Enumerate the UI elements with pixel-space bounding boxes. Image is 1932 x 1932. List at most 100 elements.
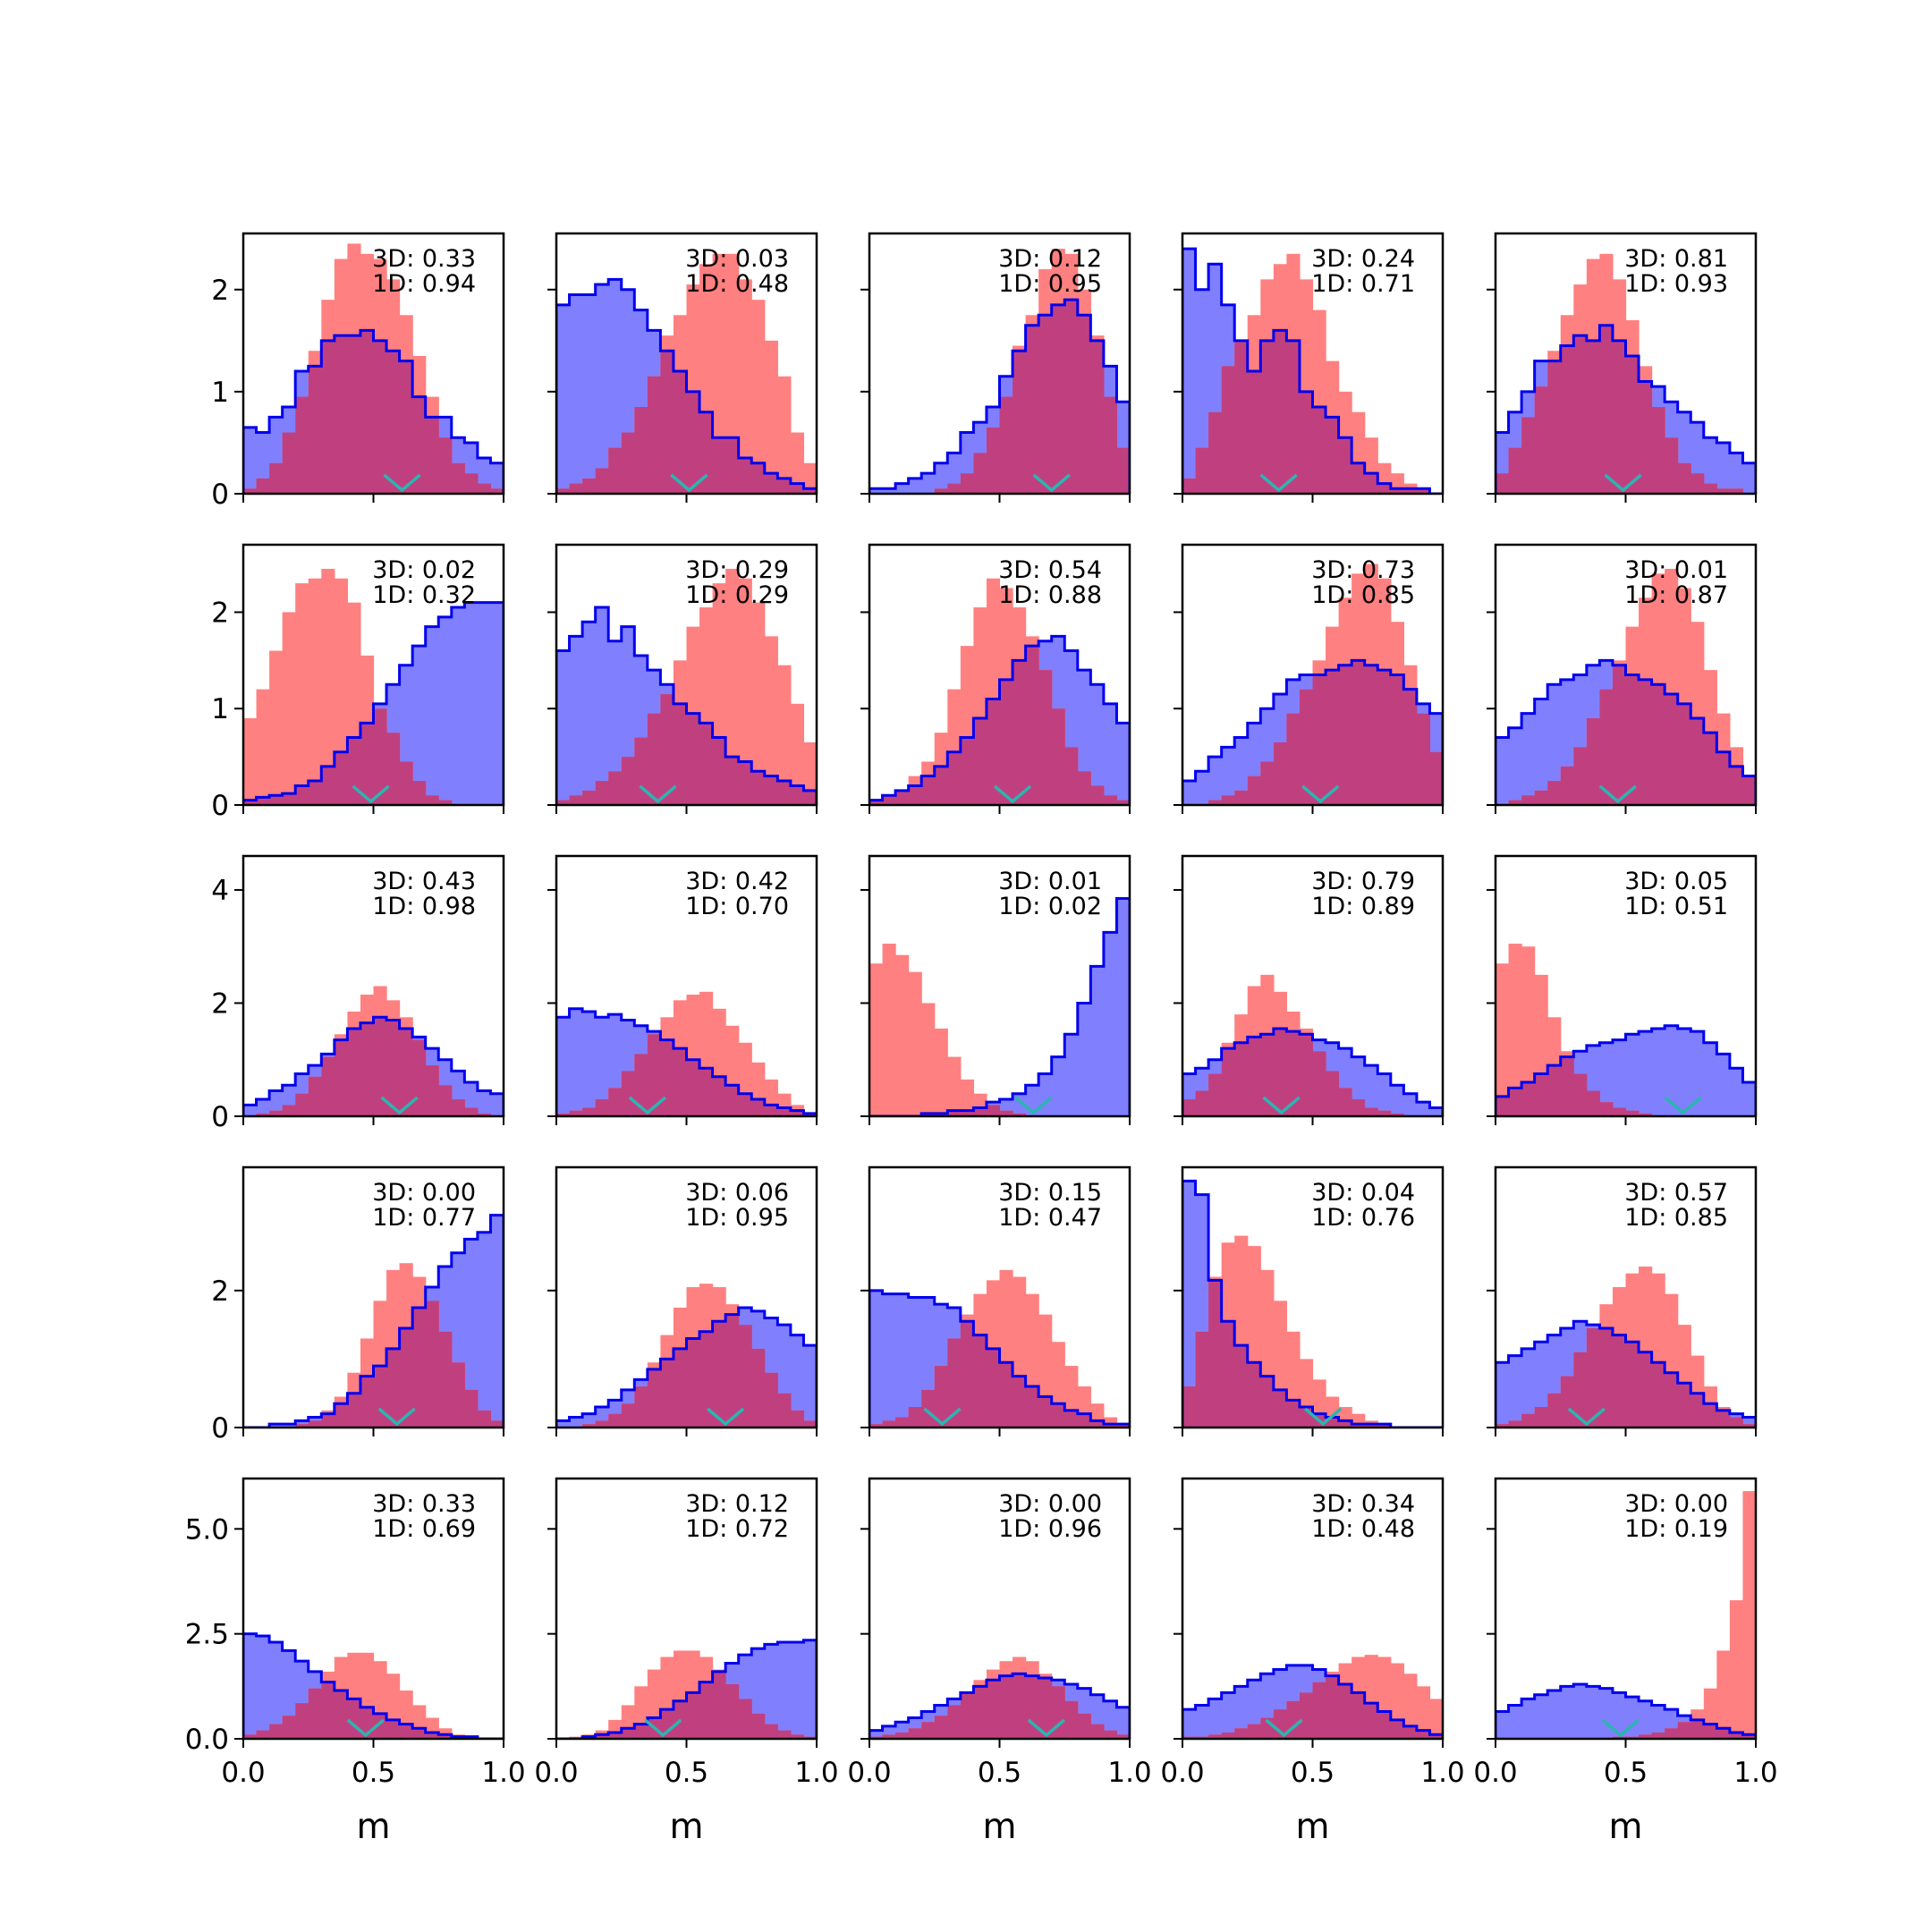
overlap-bar: [1090, 785, 1105, 805]
overlap-bar: [595, 1420, 609, 1428]
overlap-bar: [1247, 775, 1261, 805]
overlap-bar: [803, 1420, 817, 1428]
overlap-bar: [764, 473, 778, 494]
plot-area: [1496, 944, 1756, 1116]
blue-bar: [1703, 1042, 1717, 1116]
overlap-bar: [412, 1039, 427, 1116]
overlap-bar: [269, 795, 284, 805]
overlap-bar: [1326, 1675, 1340, 1739]
blue-step-line: [243, 1214, 504, 1428]
blue-bar: [1742, 1082, 1756, 1116]
x-axis-label: m: [983, 1807, 1017, 1847]
red-bar: [751, 300, 766, 494]
overlap-bar: [386, 1020, 401, 1116]
blue-bar: [556, 650, 571, 805]
blue-bar: [1742, 462, 1756, 494]
overlap-bar: [673, 703, 688, 805]
overlap-bar: [1299, 1692, 1314, 1739]
plot-area: [243, 568, 504, 805]
overlap-bar: [960, 473, 974, 494]
overlap-bar: [738, 458, 752, 494]
overlap-bar: [738, 1093, 752, 1116]
overlap-bar: [1560, 1056, 1574, 1116]
overlap-bar: [425, 1301, 439, 1428]
overlap-bar: [699, 723, 714, 805]
overlap-bar: [1234, 1345, 1249, 1428]
blue-bar: [1508, 1705, 1522, 1739]
overlap-bar: [686, 1692, 700, 1739]
overlap-bar: [934, 766, 948, 805]
estimate-marker: [352, 784, 390, 804]
blue-bar: [1677, 1028, 1691, 1116]
overlap-bar: [660, 1709, 674, 1739]
blue-bar: [1742, 1417, 1756, 1428]
overlap-bar: [1234, 790, 1249, 805]
overlap-bar: [1612, 1335, 1627, 1428]
overlap-bar: [1260, 761, 1275, 805]
overlap-bar: [1586, 718, 1600, 805]
overlap-bar: [1625, 1110, 1640, 1116]
blue-bar: [569, 1008, 583, 1116]
overlap-bar: [751, 1348, 766, 1428]
overlap-bar: [490, 488, 504, 494]
annotation-1d: 1D: 0.77: [372, 1204, 476, 1232]
plot-area: [556, 1284, 817, 1428]
overlap-bar: [686, 1338, 700, 1428]
overlap-bar: [634, 1386, 648, 1428]
overlap-bar: [947, 751, 962, 805]
overlap-bar: [634, 1724, 648, 1739]
overlap-bar: [1352, 1692, 1366, 1739]
overlap-bar: [1560, 766, 1574, 805]
estimate-marker: [1262, 1096, 1301, 1115]
overlap-bar: [1599, 689, 1614, 805]
red-bar: [243, 718, 258, 805]
overlap-bar: [999, 396, 1013, 494]
overlap-bar: [334, 1039, 348, 1116]
overlap-bar: [1312, 407, 1326, 494]
overlap-bar: [895, 1732, 910, 1739]
overlap-bar: [986, 1348, 1001, 1428]
blue-bar: [451, 607, 465, 805]
overlap-bar: [399, 1327, 413, 1428]
overlap-bar: [1703, 1724, 1717, 1739]
overlap-bar: [1247, 371, 1261, 494]
overlap-bar: [803, 790, 817, 805]
blue-bar: [1534, 1342, 1548, 1428]
overlap-bar: [1742, 1424, 1756, 1428]
blue-step-line: [556, 277, 817, 494]
blue-bar: [1364, 1065, 1378, 1116]
overlap-bar: [1390, 1719, 1404, 1739]
red-bar: [764, 636, 778, 805]
overlap-bar: [1182, 1099, 1197, 1116]
overlap-bar: [699, 1068, 714, 1116]
overlap-bar: [1521, 1413, 1536, 1428]
overlap-bar: [790, 483, 805, 494]
blue-bar: [1534, 1694, 1548, 1739]
overlap-bar: [1077, 315, 1091, 494]
blue-bar: [1182, 781, 1197, 805]
blue-step-line: [869, 634, 1130, 805]
overlap-bar: [1273, 330, 1287, 494]
blue-bar: [1508, 1355, 1522, 1428]
blue-step-line: [1496, 1319, 1756, 1428]
blue-bar: [1521, 1699, 1536, 1739]
overlap-bar: [1286, 340, 1301, 494]
blue-bar: [1716, 1054, 1731, 1116]
annotation-3d: 3D: 0.01: [1624, 556, 1728, 584]
annotation-1d: 1D: 0.87: [1624, 581, 1728, 609]
overlap-bar: [621, 757, 635, 805]
overlap-bar: [582, 790, 597, 805]
blue-step-line: [1496, 324, 1756, 494]
blue-bar: [1521, 1348, 1536, 1428]
overlap-bar: [1090, 1420, 1105, 1428]
overlap-bar: [751, 1099, 766, 1116]
blue-bar: [882, 488, 896, 494]
overlap-bar: [1077, 771, 1091, 805]
red-bar: [738, 279, 752, 494]
annotation-1d: 1D: 0.76: [1311, 1204, 1415, 1232]
overlap-bar: [438, 1734, 453, 1739]
blue-bar: [256, 1636, 270, 1739]
overlap-bar: [712, 737, 726, 805]
